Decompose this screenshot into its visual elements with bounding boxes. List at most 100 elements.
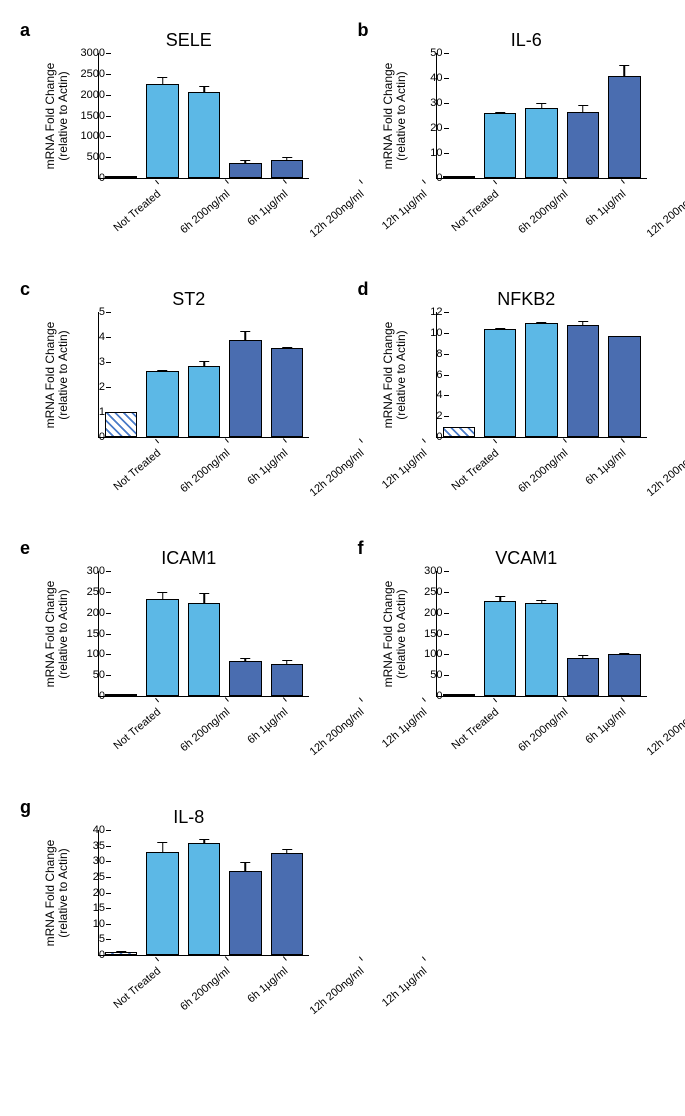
error-bar [203,839,205,844]
bar [608,76,640,179]
panel-b: bIL-6mRNA Fold Change(relative to Actin)… [358,20,666,254]
plot-area: mRNA Fold Change(relative to Actin)01234… [98,312,309,438]
plot-area: mRNA Fold Change(relative to Actin)05001… [98,53,309,179]
x-tick-label: Not Treated [449,188,501,234]
error-bar [582,105,584,113]
bar [443,176,475,179]
error-bar [203,86,205,94]
error-bar [624,336,626,337]
error-bar [162,370,164,372]
x-tick-label: 6h 200ng/ml [516,447,570,495]
error-bar [203,593,205,603]
bar [271,160,303,178]
error-bar [286,660,288,664]
bar [105,176,137,178]
bar [525,108,557,178]
bar [567,112,599,178]
bar [567,325,599,438]
bar [567,658,599,696]
error-bar [245,658,247,662]
bar [271,664,303,697]
bar [525,603,557,696]
x-tick-label: 6h 200ng/ml [516,188,570,236]
panel-d: dNFKB2mRNA Fold Change(relative to Actin… [358,279,666,513]
bar [229,340,261,438]
error-bar [499,112,501,115]
x-tick-label: 6h 200ng/ml [516,706,570,754]
error-bar [120,951,122,953]
x-tick-label: 6h 1µg/ml [245,447,290,487]
panel-e: eICAM1mRNA Fold Change(relative to Actin… [20,538,328,772]
figure-grid: aSELEmRNA Fold Change(relative to Actin)… [20,20,665,1031]
error-bar [286,347,288,349]
x-tick-label: Not Treated [111,965,163,1011]
error-bar [582,655,584,659]
error-bar [245,160,247,163]
x-tick-label: 12h 200ng/ml [645,188,685,240]
error-bar [624,653,626,655]
x-tick-label: 12h 200ng/ml [645,706,685,758]
bar [105,694,137,696]
x-tick-label: Not Treated [449,706,501,752]
panel-letter: d [358,279,369,300]
y-axis-label: mRNA Fold Change(relative to Actin) [44,300,70,450]
panel-c: cST2mRNA Fold Change(relative to Actin)0… [20,279,328,513]
plot-area: mRNA Fold Change(relative to Actin)02468… [436,312,647,438]
bar [146,84,178,178]
bar [484,329,516,437]
error-bar [245,331,247,341]
error-bar [541,322,543,325]
error-bar [499,328,501,330]
bar [608,654,640,696]
error-bar [541,103,543,109]
bar [229,871,261,955]
bar [146,371,178,437]
bar [443,427,475,437]
x-tick-label: 6h 200ng/ml [179,447,233,495]
error-bar [286,849,288,855]
error-bar [582,321,584,325]
plot-area: mRNA Fold Change(relative to Actin)05010… [98,571,309,697]
bar [188,603,220,696]
panel-a: aSELEmRNA Fold Change(relative to Actin)… [20,20,328,254]
bar [484,601,516,696]
bar [146,852,178,955]
bar [105,412,137,437]
x-tick-label: 6h 200ng/ml [179,706,233,754]
x-tick-label: Not Treated [449,447,501,493]
x-tick-label: 6h 200ng/ml [179,188,233,236]
bar [229,163,261,178]
bar [484,113,516,178]
bar [105,952,137,955]
x-tick-label: Not Treated [111,188,163,234]
error-bar [203,361,205,367]
bar [188,366,220,437]
bar [608,336,640,437]
x-tick-label: 6h 200ng/ml [179,965,233,1013]
x-tick-label: Not Treated [111,447,163,493]
panel-letter: b [358,20,369,41]
panel-g: gIL-8mRNA Fold Change(relative to Actin)… [20,797,328,1031]
panel-letter: f [358,538,364,559]
plot-area: mRNA Fold Change(relative to Actin)05101… [98,830,309,956]
x-tick-label: Not Treated [111,706,163,752]
panel-letter: g [20,797,31,818]
x-tick-label: 6h 1µg/ml [583,188,628,228]
x-tick-label: 12h 1µg/ml [380,965,430,1009]
x-tick-label: 6h 1µg/ml [583,706,628,746]
error-bar [499,596,501,602]
bar [188,843,220,956]
x-tick-label: 6h 1µg/ml [583,447,628,487]
plot-area: mRNA Fold Change(relative to Actin)05010… [436,571,647,697]
error-bar [162,842,164,853]
panel-letter: c [20,279,30,300]
plot-area: mRNA Fold Change(relative to Actin)01020… [436,53,647,179]
bar [443,694,475,696]
bar [146,599,178,696]
error-bar [286,157,288,161]
error-bar [624,65,626,76]
bar [229,661,261,696]
x-tick-label: 6h 1µg/ml [245,188,290,228]
panel-f: fVCAM1mRNA Fold Change(relative to Actin… [358,538,666,772]
y-axis-label: mRNA Fold Change(relative to Actin) [381,41,407,191]
